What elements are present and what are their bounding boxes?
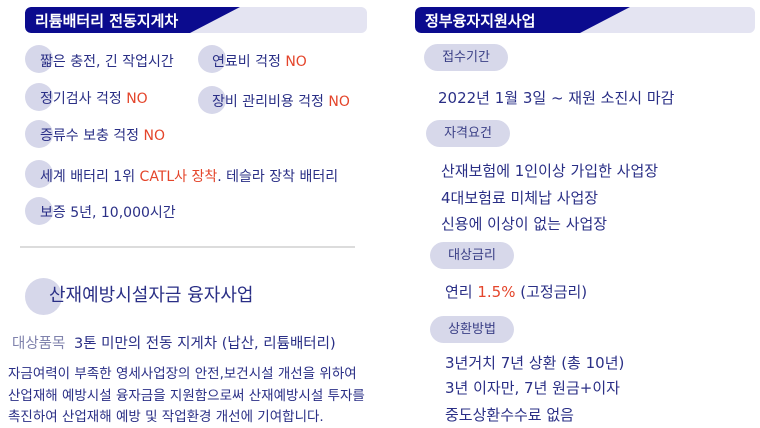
bullet-dot: [25, 197, 53, 225]
eligibility-item: 4대보험료 미체납 사업장: [441, 189, 599, 207]
feature-item: 연료비 걱정 NO: [212, 54, 307, 70]
feature-item: 짧은 충전, 긴 작업시간: [40, 54, 174, 70]
section-header-gov-loan: 정부융자지원사업: [415, 7, 755, 33]
battery-info: 세계 배터리 1위 CATL사 장착. 테슬라 장착 배터리: [40, 169, 339, 185]
eligibility-item: 산재보험에 1인이상 가입한 사업장: [441, 162, 659, 180]
bullet-dot: [25, 45, 53, 73]
period-label: 접수기간: [424, 44, 508, 71]
rate-value: 연리 1.5% (고정금리): [445, 283, 588, 301]
repayment-label: 상환방법: [430, 316, 514, 343]
bullet-dot: [198, 45, 226, 73]
description-line: 자금여력이 부족한 영세사업장의 안전,보건시설 개선을 위하여: [8, 366, 357, 382]
bullet-dot: [25, 83, 53, 111]
section-header-lithium-forklift: 리튬배터리 전동지게차: [25, 7, 367, 33]
eligibility-item: 신용에 이상이 없는 사업장: [441, 215, 608, 233]
period-value: 2022년 1월 3일 ~ 재원 소진시 마감: [438, 89, 675, 107]
target-value: 3톤 미만의 전동 지게차 (납산, 리튬배터리): [73, 336, 336, 352]
feature-item: 증류수 보충 걱정 NO: [40, 128, 166, 144]
description-line: 산업재해 예방시설 융자금을 지원함으로써 산재예방시설 투자를: [8, 388, 365, 404]
eligibility-label: 자격요건: [426, 120, 510, 147]
rate-label: 대상금리: [430, 242, 514, 269]
header-title: 정부융자지원사업: [425, 12, 536, 30]
target-row: 대상품목 3톤 미만의 전동 지게차 (납산, 리튬배터리): [12, 332, 336, 353]
feature-item: 장비 관리비용 걱정 NO: [212, 94, 350, 110]
header-title: 리튬배터리 전동지게차: [35, 12, 179, 30]
feature-item: 정기검사 걱정 NO: [40, 91, 148, 107]
bullet-dot: [25, 278, 62, 315]
program-title: 산재예방시설자금 융자사업: [49, 285, 254, 306]
repayment-item: 3년 이자만, 7년 원금+이자: [445, 379, 620, 397]
bullet-dot: [25, 160, 53, 188]
target-label: 대상품목: [12, 336, 66, 352]
divider: [20, 246, 355, 248]
warranty-info: 보증 5년, 10,000시간: [40, 205, 176, 221]
description-line: 촉진하여 산업재해 예방 및 작업환경 개선에 기여합니다.: [8, 409, 324, 425]
bullet-dot: [198, 86, 226, 114]
repayment-item: 3년거치 7년 상환 (총 10년): [445, 354, 625, 372]
bullet-dot: [25, 120, 53, 148]
repayment-note: 중도상환수수료 없음: [445, 406, 574, 424]
